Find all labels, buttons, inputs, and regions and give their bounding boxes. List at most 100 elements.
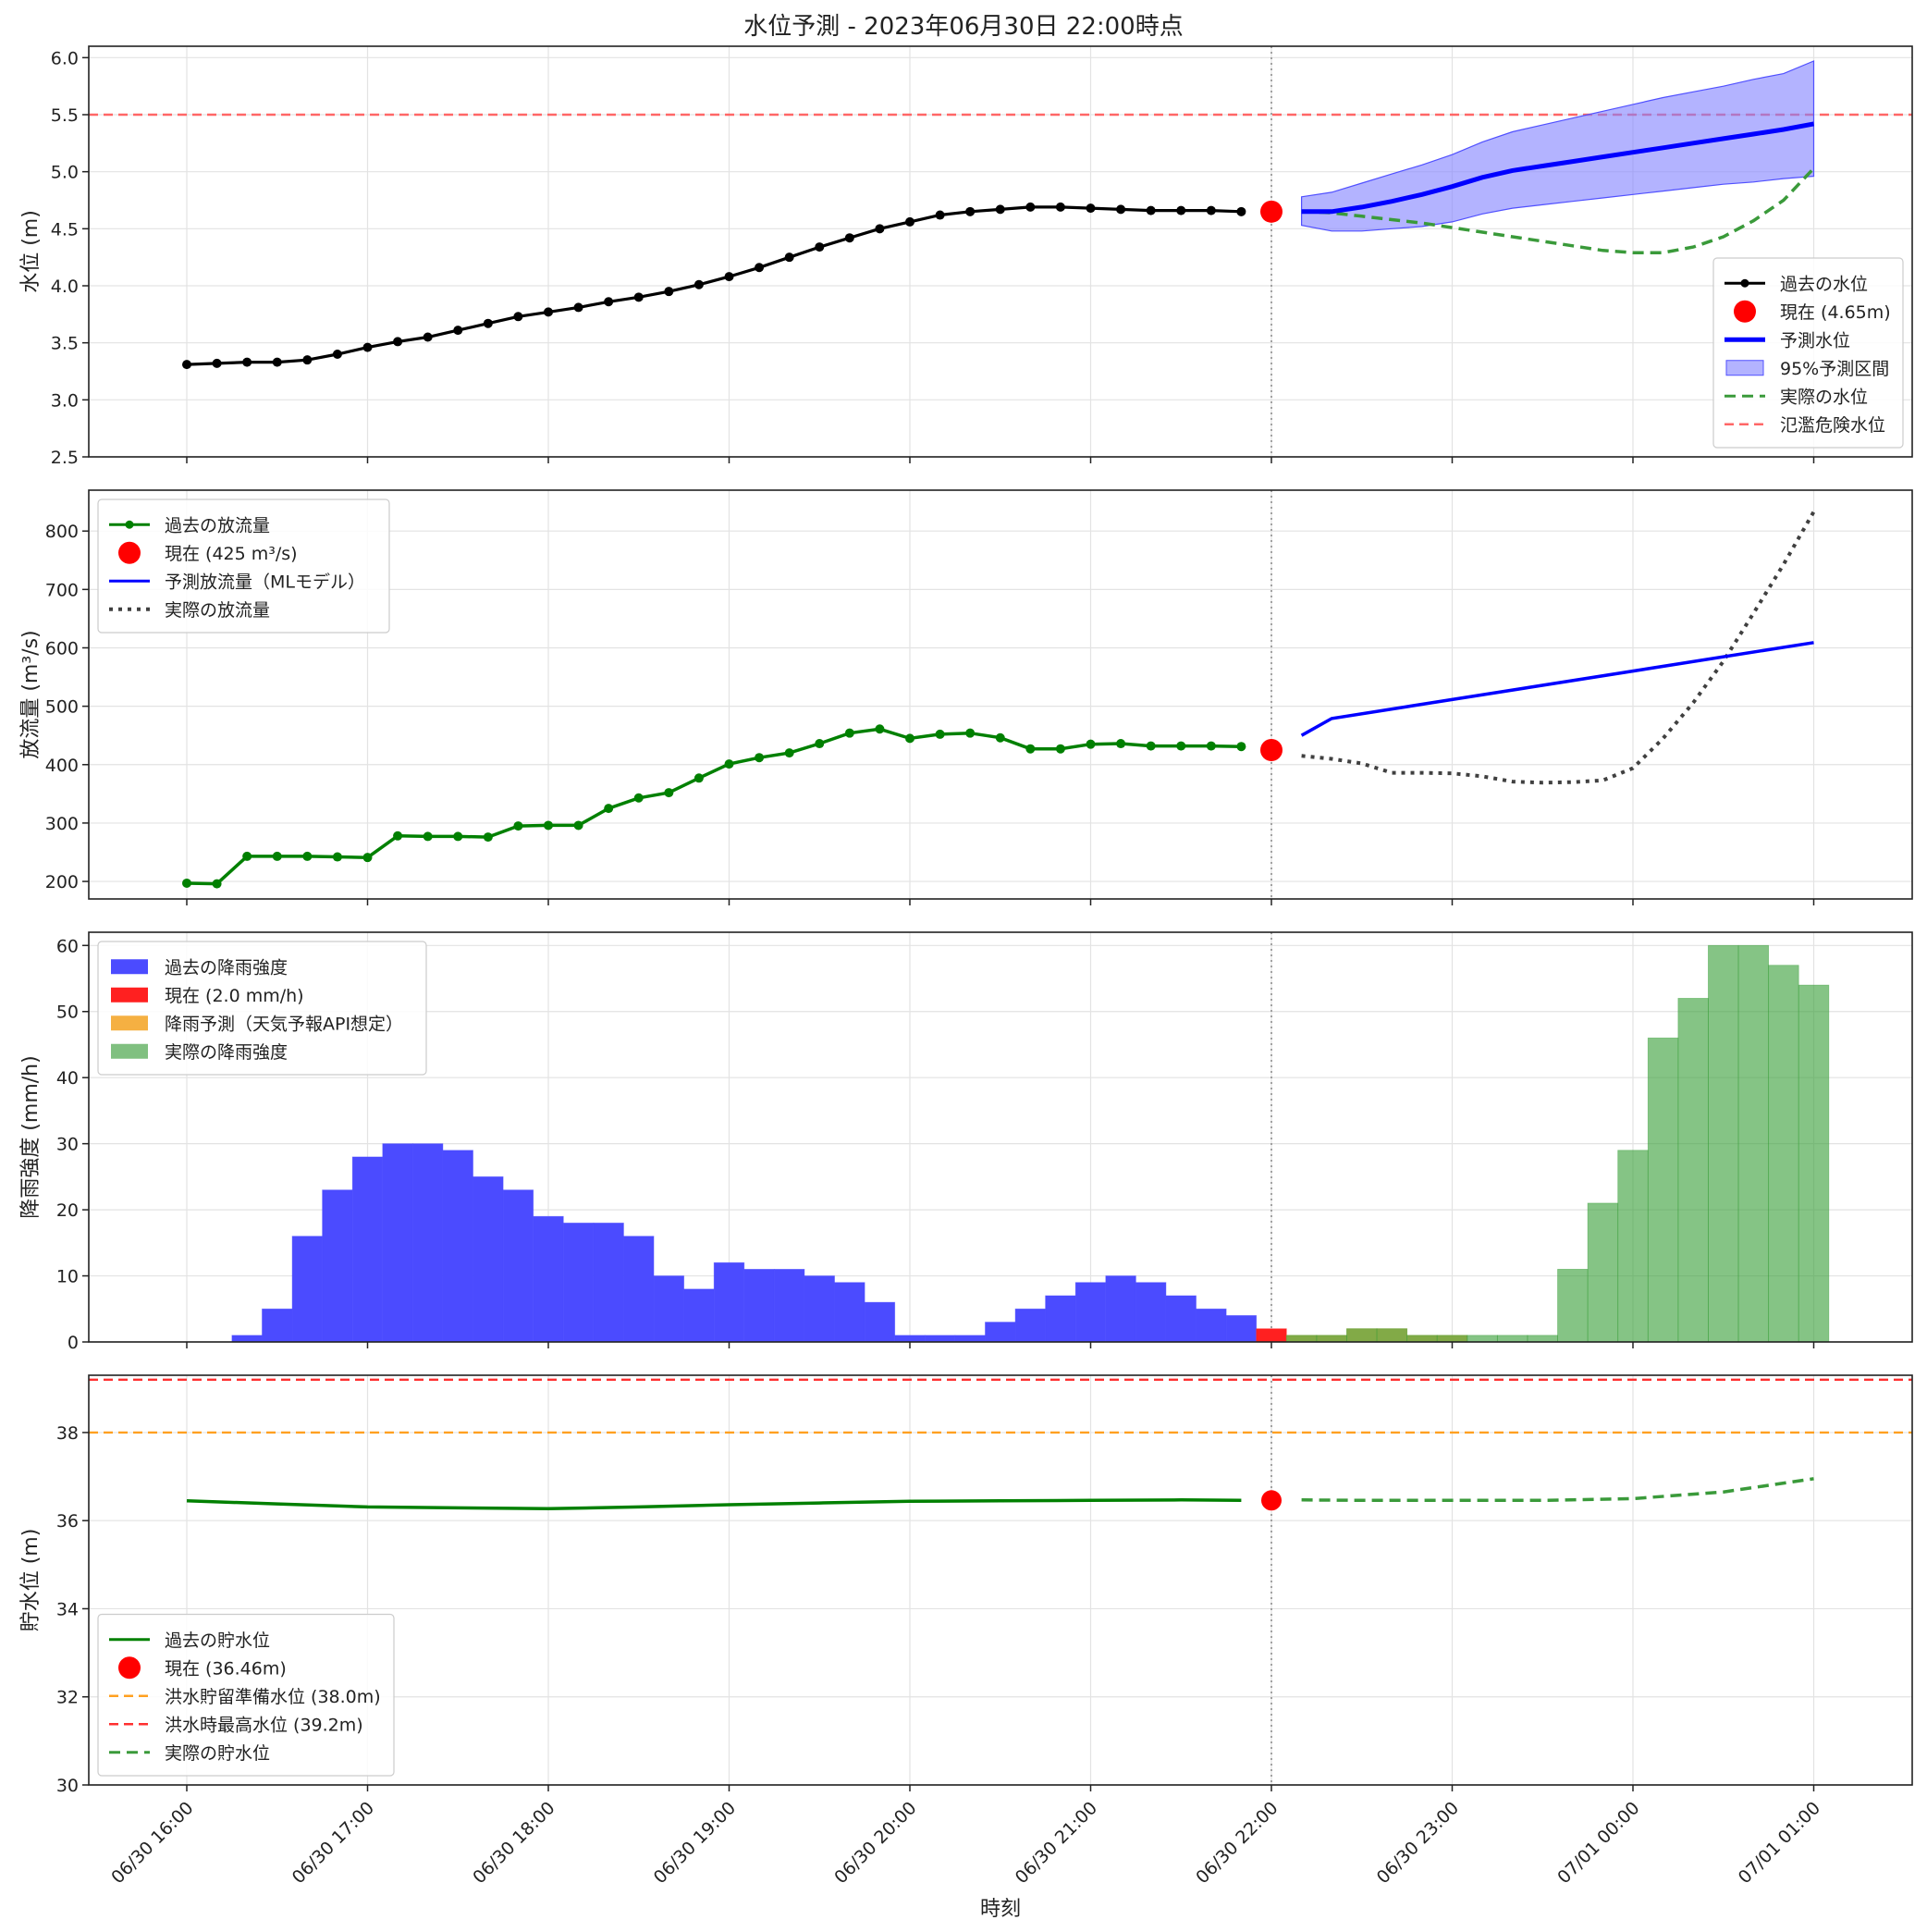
actual-storage-line (1301, 1477, 1814, 1503)
past-discharge-point (935, 729, 945, 739)
past-level-point (362, 342, 373, 352)
y-tick-label: 500 (45, 697, 79, 718)
axes-frame (88, 45, 1913, 458)
legend-box (97, 941, 427, 1076)
y-axis-label: 降雨強度 (mm/h) (19, 1055, 43, 1218)
current-rain-bar (1256, 1328, 1287, 1342)
past-discharge-point (844, 728, 854, 738)
legend-label: 実際の貯水位 (165, 1743, 270, 1764)
actual-discharge-line (1301, 511, 1816, 785)
y-tick-label: 300 (45, 814, 79, 834)
past-level-point (332, 350, 342, 359)
legend-marker (1734, 300, 1756, 323)
legend-entry: 過去の放流量 (109, 515, 270, 535)
past-level-point (935, 210, 945, 220)
past-rain-bar (743, 1269, 775, 1342)
y-tick-label: 200 (45, 872, 79, 892)
legend-entry: 過去の貯水位 (109, 1631, 270, 1651)
x-tick-label: 06/30 18:00 (469, 1798, 558, 1888)
y-tick-label: 700 (45, 580, 79, 600)
past-discharge-point (1146, 741, 1156, 751)
past-level-point (693, 279, 704, 289)
past-discharge-point (724, 759, 734, 769)
plot-area (231, 932, 1830, 1342)
x-tick-label: 06/30 20:00 (830, 1798, 920, 1888)
past-discharge-point (453, 831, 463, 842)
past-level-line (186, 205, 1242, 366)
legend-marker (1740, 278, 1749, 288)
past-discharge-point (513, 821, 523, 831)
past-rain-bar (411, 1143, 444, 1342)
past-discharge-point (995, 732, 1005, 743)
actual-rain-bar (1376, 1328, 1408, 1342)
past-level-point (965, 206, 976, 216)
y-tick-label: 5.0 (51, 163, 79, 183)
legend-patch (111, 959, 148, 975)
y-tick-label: 40 (56, 1068, 79, 1089)
legend-entry: 降雨予測（天気予報API想定） (111, 1014, 403, 1034)
past-discharge-point (664, 788, 674, 798)
past-rain-bar (442, 1150, 473, 1342)
past-discharge-point (212, 879, 222, 889)
past-discharge-point (1025, 744, 1036, 754)
legend-box (97, 1613, 395, 1777)
past-level-point (1206, 205, 1216, 215)
y-tick-label: 20 (56, 1200, 79, 1221)
past-level-point (1086, 203, 1096, 214)
past-discharge-point (544, 820, 553, 831)
actual-rain-bar (1496, 1335, 1528, 1342)
past-rain-bar (894, 1335, 926, 1342)
grid (89, 490, 1912, 899)
actual-rain-bar (1708, 944, 1739, 1342)
past-level-point (604, 297, 614, 307)
actual-rain-bar (1737, 944, 1770, 1342)
past-level-point (272, 357, 282, 367)
past-discharge-point (393, 831, 403, 841)
past-rain-bar (623, 1236, 655, 1342)
legend-label: 過去の放流量 (165, 515, 270, 535)
past-level-point (633, 292, 644, 302)
x-tick-label: 07/01 00:00 (1553, 1798, 1643, 1888)
legend-entry: 95%予測区間 (1725, 359, 1889, 379)
past-discharge-point (1206, 741, 1216, 751)
past-level-point (1025, 202, 1036, 212)
plot-area (89, 46, 1912, 457)
actual-rain-bar (1587, 1202, 1619, 1342)
legend-entry: 過去の降雨強度 (111, 957, 288, 978)
y-axis-label: 放流量 (m³/s) (19, 630, 43, 758)
legend-entry: 現在 (2.0 mm/h) (111, 986, 304, 1006)
y-tick-label: 10 (56, 1267, 79, 1287)
y-tick-label: 30 (56, 1135, 79, 1155)
legend-marker (118, 541, 141, 564)
legend-patch (111, 987, 148, 1003)
past-rain-bar (924, 1335, 956, 1342)
past-rain-bar (683, 1288, 715, 1342)
past-discharge-line (186, 727, 1242, 886)
past-level-point (182, 360, 191, 370)
y-tick-label: 3.0 (51, 390, 79, 411)
past-rain-bar (262, 1308, 293, 1342)
y-tick-label: 32 (56, 1688, 79, 1708)
actual-rain-bar (1316, 1335, 1347, 1342)
past-rain-bar (502, 1189, 534, 1342)
y-tick-label: 6.0 (51, 48, 79, 68)
past-level-point (513, 312, 523, 322)
past-rain-bar (473, 1175, 504, 1342)
x-tick-label: 06/30 16:00 (107, 1798, 197, 1888)
figure-title: 水位予測 - 2023年06月30日 22:00時点 (743, 13, 1183, 41)
past-level-point (755, 263, 765, 273)
past-level-point (242, 357, 252, 367)
legend-label: 予測水位 (1780, 330, 1850, 351)
past-level-point (212, 358, 222, 368)
x-axis-label: 時刻 (980, 1898, 1021, 1921)
legend-box (1712, 257, 1904, 449)
legend-marker (118, 1656, 141, 1680)
actual-rain-bar (1285, 1335, 1318, 1342)
past-discharge-point (755, 753, 765, 763)
axes-frame (88, 489, 1913, 900)
past-rain-bar (713, 1261, 745, 1342)
past-discharge-point (362, 853, 373, 863)
legend-entry: 現在 (425 m³/s) (118, 541, 298, 564)
past-discharge-point (693, 773, 704, 783)
